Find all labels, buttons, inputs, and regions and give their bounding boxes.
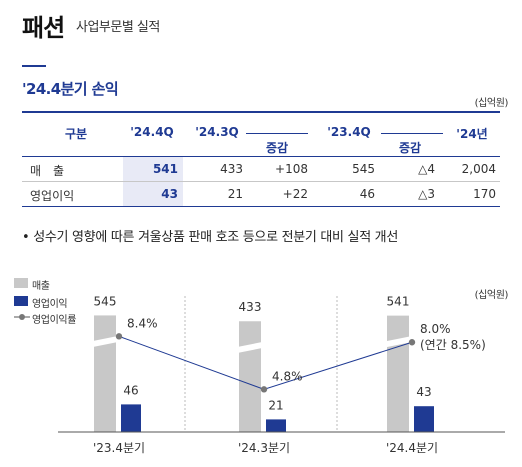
margin-value-label: 8.0% [420,322,451,336]
category-label: '24.4분기 [386,441,438,455]
accent-line [22,65,46,67]
sales-bar [387,315,409,432]
table-unit-label: (십억원) [474,98,509,109]
table-header-rule [22,156,500,157]
table-bottom-rule [22,206,500,207]
cell-sales-q234: 545 [352,162,375,176]
op-profit-bar [414,406,434,432]
cell-op-q244: 43 [161,187,178,201]
section-title: '24.4분기 손익 [22,80,119,98]
axis-break [384,335,414,348]
sales-bar [239,321,261,432]
cell-sales-y24: 2,004 [461,162,496,176]
cell-op-diff2: △3 [418,187,435,201]
axis-break [236,341,266,354]
margin-value-label: 4.8% [272,369,303,383]
legend-swatch-sales [14,278,28,288]
sales-bar [94,315,116,432]
op-profit-value-label: 43 [416,385,431,399]
col-header-item: 구분 [64,127,88,141]
table-row-separator [22,181,500,182]
page-subtitle: 사업부문별 실적 [76,20,160,35]
category-label: '24.3분기 [238,441,290,455]
cell-sales-diff1: +108 [275,162,308,176]
col-header-diff2: 증감 [398,141,422,155]
margin-point [115,333,123,340]
legend-label-sales: 매출 [32,281,50,292]
col-header-y24: '24년 [456,127,488,141]
cell-op-q234: 46 [359,187,375,201]
op-profit-value-label: 46 [123,383,138,397]
cell-op-q243: 21 [227,187,243,201]
axis-break [91,335,121,348]
sales-value-label: 541 [387,295,410,309]
col-header-q244: '24.4Q [130,125,174,139]
col-header-q243: '24.3Q [195,125,239,139]
op-profit-bar [121,404,141,432]
summary-bullet: • 성수기 영향에 따른 겨울상품 판매 호조 등으로 전분기 대비 실적 개선 [22,230,399,245]
legend-label-op-margin: 영업이익률 [32,315,77,326]
legend-swatch-op-profit [14,296,28,306]
margin-annual-annotation: (연간 8.5%) [420,338,486,352]
category-label: '23.4분기 [93,441,145,455]
margin-point [260,386,268,393]
cell-sales-q243: 433 [220,162,243,176]
table-top-rule [22,111,500,113]
margin-point [408,339,416,346]
cell-sales-q244: 541 [152,162,178,176]
diff-header-rule-1 [246,133,308,134]
sales-value-label: 433 [239,300,262,314]
op-profit-bar [266,419,286,432]
col-header-q234: '23.4Q [327,125,371,139]
row-label-sales: 매 출 [30,164,65,178]
cell-op-diff1: +22 [282,187,308,201]
cell-sales-diff2: △4 [418,162,435,176]
cell-op-y24: 170 [473,187,496,201]
sales-value-label: 545 [94,294,117,308]
op-profit-value-label: 21 [268,398,283,412]
chart-unit-label: (십억원) [474,290,509,301]
col-header-diff1: 증감 [265,141,289,155]
diff-header-rule-2 [381,133,443,134]
page-title: 패션 [22,14,65,42]
row-label-op-profit: 영업이익 [30,189,75,203]
legend-label-op-profit: 영업이익 [32,299,68,310]
margin-value-label: 8.4% [127,316,158,330]
